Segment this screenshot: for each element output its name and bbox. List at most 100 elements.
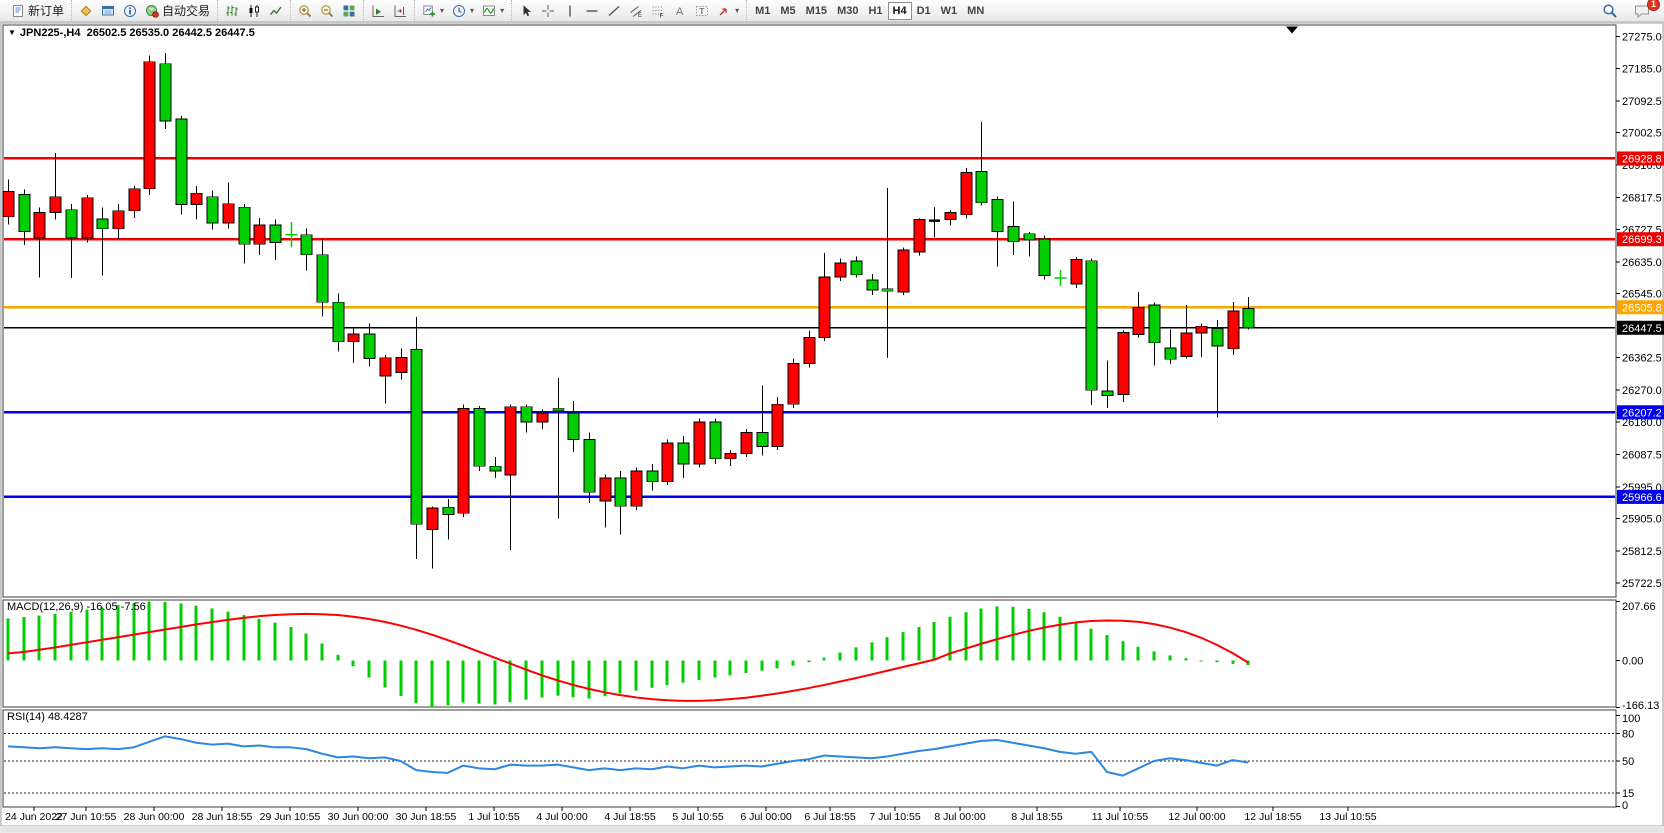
trendline-button[interactable]	[603, 1, 625, 21]
notifications-button[interactable]: 1	[1630, 0, 1660, 21]
new-order-button[interactable]: 新订单	[7, 1, 68, 21]
bar-chart-button[interactable]	[221, 1, 243, 21]
text-label-button[interactable]: T	[691, 1, 713, 21]
candlestick	[175, 116, 188, 215]
timeframe-w1[interactable]: W1	[940, 4, 958, 17]
chart-panel[interactable]	[2, 599, 1617, 708]
new-chart-button[interactable]: ▾	[418, 1, 448, 21]
macd-histogram-bar	[713, 660, 717, 678]
candlestick	[724, 449, 737, 466]
time-axis-label: 28 Jun 18:55	[192, 811, 253, 823]
candlestick	[49, 153, 62, 220]
timeframe-m5[interactable]: M5	[780, 4, 796, 17]
profiles-button[interactable]	[75, 1, 97, 21]
toolbar-group	[363, 0, 414, 22]
candlestick	[803, 330, 816, 368]
timeframe-d1[interactable]: D1	[916, 4, 931, 17]
candlestick	[1227, 301, 1240, 356]
timeframe-m30[interactable]: M30	[837, 4, 859, 17]
macd-axis-label: 207.66	[1622, 601, 1656, 613]
time-axis-label: 6 Jul 18:55	[804, 811, 856, 823]
candlestick	[897, 247, 910, 296]
line-chart-icon	[269, 4, 283, 18]
notification-count-badge: 1	[1647, 0, 1660, 11]
candlestick	[1101, 360, 1114, 408]
price-tick-label: 27185.0	[1622, 63, 1662, 75]
price-tick-label: 25722.5	[1622, 578, 1662, 590]
price-tick-label: 26087.5	[1622, 449, 1662, 461]
cursor-button[interactable]	[515, 1, 537, 21]
candlestick	[1242, 296, 1255, 330]
text-button[interactable]: A	[669, 1, 691, 21]
candlestick	[410, 317, 423, 560]
chart-shift-marker[interactable]	[1286, 26, 1298, 34]
price-tick-label: 26180.0	[1622, 417, 1662, 429]
arrow-object-icon	[717, 4, 731, 18]
macd-histogram-bar	[163, 601, 167, 661]
line-chart-button[interactable]	[265, 1, 287, 21]
candlestick	[677, 435, 690, 479]
candlestick	[128, 186, 141, 218]
macd-histogram-bar	[289, 626, 293, 661]
fibonacci-button[interactable]: F	[647, 1, 669, 21]
price-tick-label: 27275.0	[1622, 32, 1662, 44]
time-axis-label: 5 Jul 10:55	[672, 811, 724, 823]
macd-histogram-bar	[964, 612, 968, 661]
candlestick	[316, 238, 329, 317]
timeframe-group: M1 M5 M15 M30 H1 H4 D1 W1 MN	[746, 0, 992, 22]
zoom-out-button[interactable]	[316, 1, 338, 21]
dropdown-arrow-icon[interactable]: ▾	[470, 6, 475, 15]
timeframe-m1[interactable]: M1	[755, 4, 771, 17]
time-axis-label: 28 Jun 00:00	[124, 811, 185, 823]
candlestick	[2, 179, 15, 225]
chart-menu-icon[interactable]: ▼	[8, 28, 16, 37]
macd-histogram-bar	[273, 622, 277, 661]
candlestick	[818, 253, 831, 341]
auto-scroll-button[interactable]	[367, 1, 389, 21]
timeframe-h1[interactable]: H1	[868, 4, 883, 17]
horizontal-line-button[interactable]	[581, 1, 603, 21]
clock-icon	[452, 4, 466, 18]
indicators-button[interactable]: ▾	[478, 1, 508, 21]
timeframe-m15[interactable]: M15	[805, 4, 828, 17]
arrows-button[interactable]: ▾	[713, 1, 743, 21]
macd-histogram-bar	[697, 660, 701, 681]
macd-histogram-bar	[1231, 660, 1235, 664]
search-button[interactable]	[1598, 1, 1622, 21]
macd-histogram-bar	[367, 660, 371, 678]
dropdown-arrow-icon[interactable]: ▾	[440, 6, 445, 15]
equidistant-channel-button[interactable]: E	[625, 1, 647, 21]
macd-histogram-bar	[414, 660, 418, 704]
candlestick	[190, 186, 203, 220]
trendline-icon	[607, 4, 621, 18]
candlestick	[81, 194, 94, 243]
candlestick	[363, 323, 376, 367]
svg-text:E: E	[638, 13, 642, 18]
candlestick	[159, 52, 172, 130]
data-window-button[interactable]	[119, 1, 141, 21]
timeframe-h4[interactable]: H4	[887, 1, 912, 20]
macd-histogram-bar	[1058, 616, 1062, 661]
chart-shift-button[interactable]	[389, 1, 411, 21]
chart-panel[interactable]	[2, 24, 1617, 598]
period-button[interactable]: ▾	[448, 1, 478, 21]
vertical-line-button[interactable]	[559, 1, 581, 21]
text-a-icon: A	[673, 4, 687, 18]
macd-histogram-bar	[116, 605, 120, 661]
macd-histogram-bar	[6, 618, 10, 661]
crosshair-button[interactable]	[537, 1, 559, 21]
candlestick-chart-button[interactable]	[243, 1, 265, 21]
zoom-in-button[interactable]	[294, 1, 316, 21]
auto-trading-button[interactable]: 自动交易	[141, 1, 214, 21]
dropdown-arrow-icon[interactable]: ▾	[500, 6, 505, 15]
macd-histogram-bar	[650, 660, 654, 688]
macd-histogram-bar	[85, 609, 89, 661]
macd-histogram-bar	[1121, 641, 1125, 661]
candlestick	[473, 406, 486, 472]
timeframe-mn[interactable]: MN	[967, 4, 985, 17]
dropdown-arrow-icon[interactable]: ▾	[735, 6, 740, 15]
tile-windows-button[interactable]	[338, 1, 360, 21]
market-watch-button[interactable]	[97, 1, 119, 21]
cursor-icon	[519, 4, 533, 18]
